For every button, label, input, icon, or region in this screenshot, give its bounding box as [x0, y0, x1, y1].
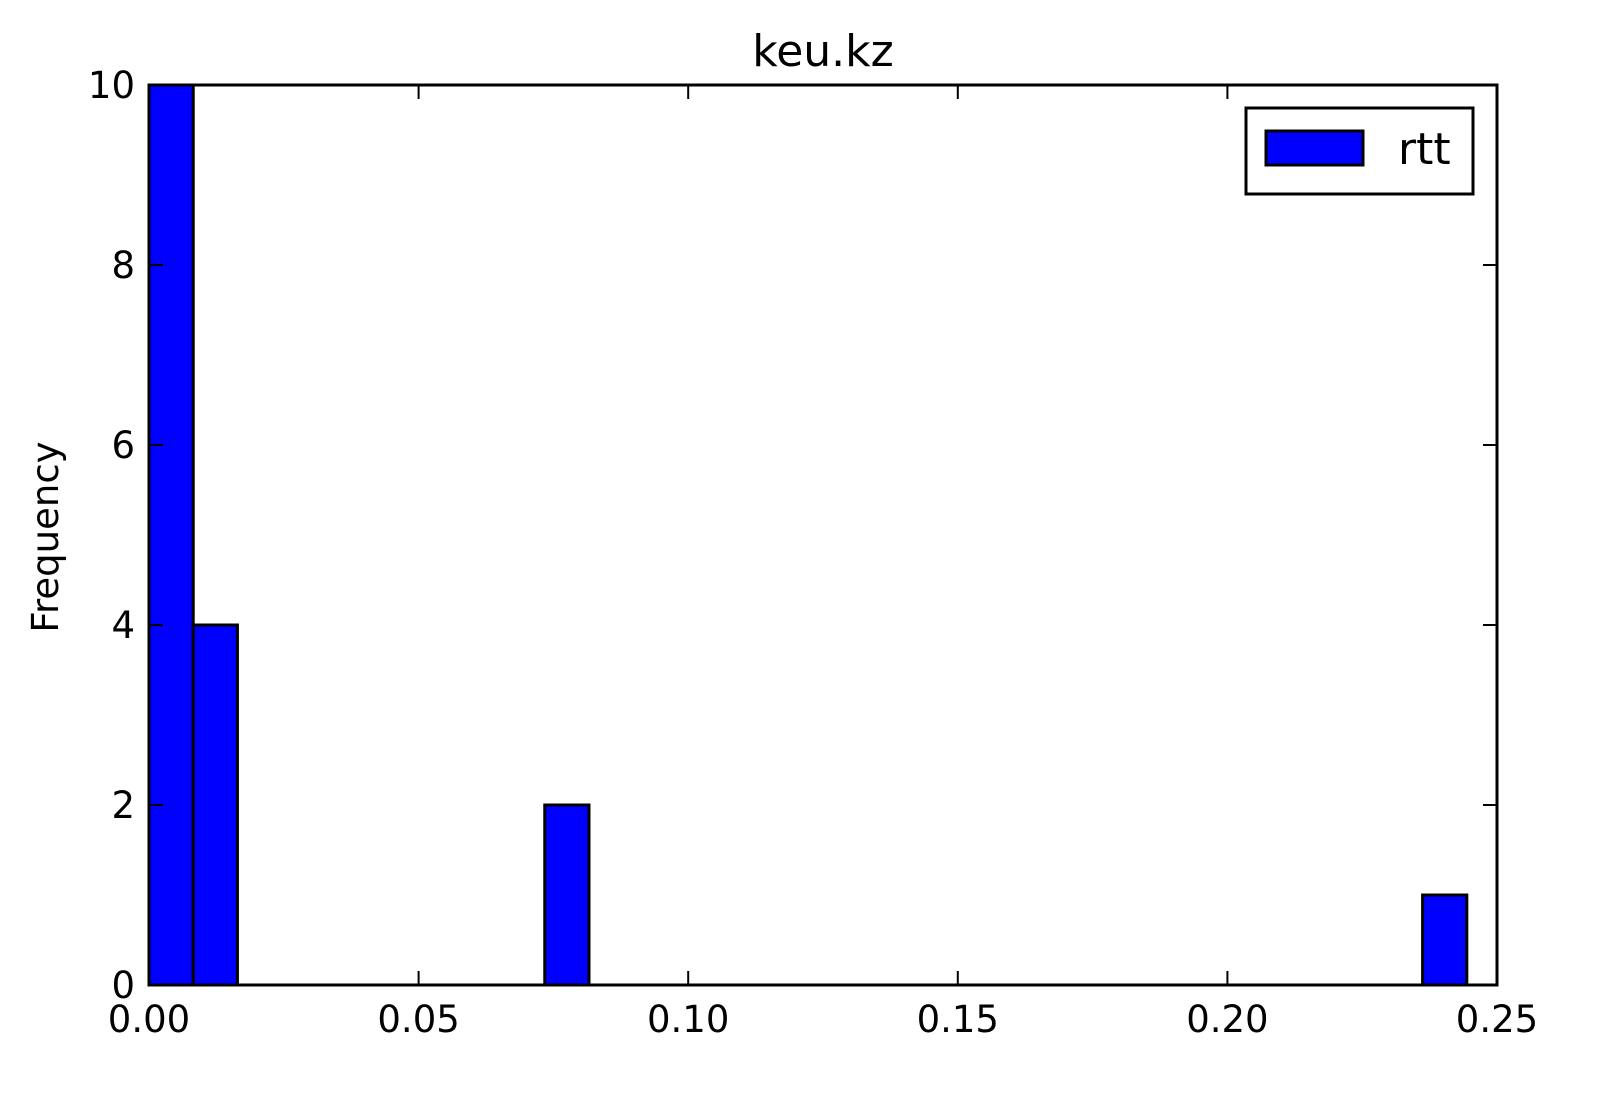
histogram-bar-3 — [543, 803, 591, 987]
x-tick-label-3: 0.15 — [917, 998, 999, 1041]
x-tick-labels: 0.00 0.05 0.10 0.15 0.20 0.25 — [108, 998, 1538, 1041]
histogram-bar-4 — [1421, 893, 1469, 987]
bars-group — [147, 83, 1469, 987]
x-tick-label-4: 0.20 — [1186, 998, 1268, 1041]
legend-label-rtt: rtt — [1398, 124, 1451, 175]
chart-title: keu.kz — [752, 26, 893, 77]
y-tick-label-0: 0 — [111, 964, 135, 1007]
y-tick-label-2: 4 — [111, 604, 135, 647]
x-tick-label-1: 0.05 — [377, 998, 459, 1041]
x-tick-label-0: 0.00 — [108, 998, 190, 1041]
legend-swatch-rtt — [1264, 129, 1365, 167]
y-tick-label-1: 2 — [111, 784, 135, 827]
legend: rtt — [1244, 106, 1475, 196]
y-tick-label-5: 10 — [88, 64, 135, 107]
plot-frame — [147, 83, 1499, 987]
x-tick-label-2: 0.10 — [647, 998, 729, 1041]
y-tick-label-3: 6 — [111, 424, 135, 467]
histogram-bar-1 — [147, 83, 195, 987]
histogram-bar-2 — [191, 623, 239, 987]
y-tick-labels: 0 2 4 6 8 10 — [88, 64, 135, 1007]
x-tick-label-5: 0.25 — [1456, 998, 1538, 1041]
y-axis-label: Frequency — [24, 441, 67, 632]
y-tick-label-4: 8 — [111, 244, 135, 287]
